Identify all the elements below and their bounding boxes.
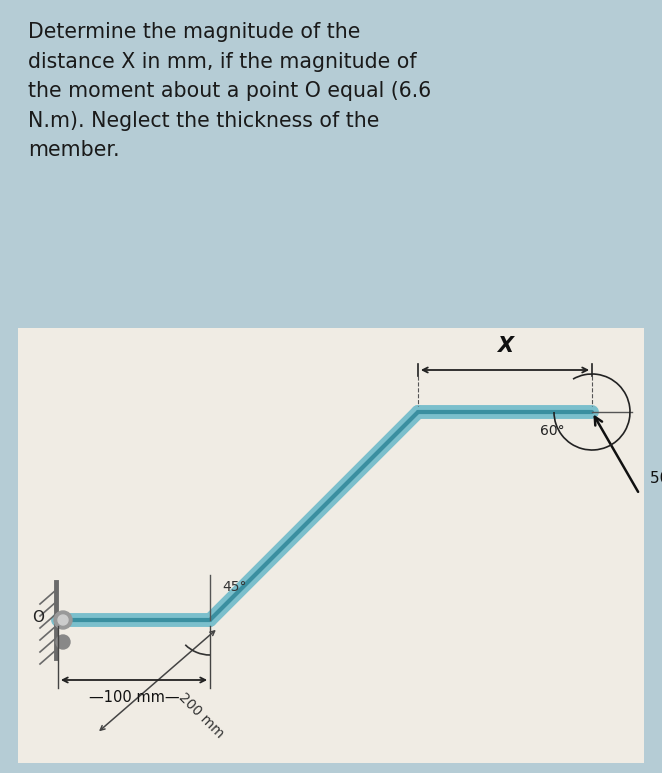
Text: X: X <box>497 336 513 356</box>
Text: —100 mm—: —100 mm— <box>89 690 179 705</box>
Text: 50 N: 50 N <box>649 472 662 486</box>
Text: 200 mm: 200 mm <box>175 690 226 741</box>
Circle shape <box>54 611 72 629</box>
Bar <box>18 328 644 763</box>
Text: 45°: 45° <box>222 580 246 594</box>
Text: Determine the magnitude of the
distance X in mm, if the magnitude of
the moment : Determine the magnitude of the distance … <box>28 22 431 161</box>
Circle shape <box>58 615 68 625</box>
Text: O: O <box>32 611 44 625</box>
Text: 60°: 60° <box>540 424 565 438</box>
Circle shape <box>56 635 70 649</box>
